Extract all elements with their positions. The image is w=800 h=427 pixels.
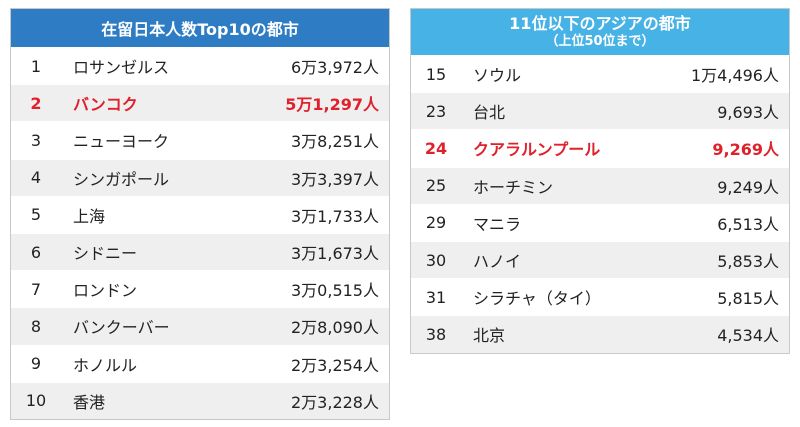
rank: 2 <box>30 93 42 113</box>
rank: 23 <box>425 101 447 121</box>
rank: 10 <box>25 391 47 411</box>
count: 4,534人 <box>717 326 779 346</box>
count: 3万3,397人 <box>291 169 379 189</box>
rank: 7 <box>30 279 42 299</box>
city: 北京 <box>473 326 506 346</box>
table: 11位以下のアジアの都市 （上位50位まで） 15 ソウル 1万4,496人 23 台北 9… <box>410 8 790 354</box>
count: 2万8,090人 <box>291 318 379 338</box>
count: 3万1,673人 <box>291 244 379 264</box>
city: 上海 <box>73 206 106 226</box>
city: クアラルンプール <box>473 140 601 160</box>
rank: 3 <box>30 130 42 150</box>
table-row: 9 ホノルル 2万3,254人 <box>11 344 389 382</box>
count: 9,269人 <box>712 140 779 160</box>
table-row: 6 シドニー 3万1,673人 <box>11 232 389 271</box>
rank: 8 <box>30 316 42 336</box>
table-row: 4 シンガポール 3万3,397人 <box>11 158 389 196</box>
rank: 5 <box>30 205 42 225</box>
count: 3万0,515人 <box>291 281 379 301</box>
table-row: 25 ホーチミン 9,249人 <box>411 166 789 204</box>
rank: 4 <box>30 168 42 188</box>
rank: 15 <box>425 64 447 84</box>
table-row: 8 バンクーバー 2万8,090人 <box>11 307 389 345</box>
city: ホノルル <box>73 355 138 375</box>
table-row: 7 ロンドン 3万0,515人 <box>11 270 389 308</box>
table-row: 5 上海 3万1,733人 <box>11 195 389 233</box>
table-row: 3 ニューヨーク 3万8,251人 <box>11 121 389 159</box>
rank: 25 <box>425 176 447 196</box>
city: ソウル <box>473 66 522 86</box>
city: シラチャ（タイ） <box>473 289 601 309</box>
title: 11位以下のアジアの都市 <box>509 14 691 33</box>
table-row: 1 ロサンゼルス 6万3,972人 <box>11 47 389 85</box>
rank: 31 <box>425 287 447 307</box>
rank: 24 <box>424 138 448 158</box>
table-row: 2 バンコク 5万1,297人 <box>11 84 389 122</box>
rank: 30 <box>425 250 447 270</box>
city: バンコク <box>73 95 138 115</box>
count: 2万3,254人 <box>291 355 379 375</box>
city: シンガポール <box>73 169 170 189</box>
city: 台北 <box>473 103 506 123</box>
title: 在留日本人数Top10の都市 <box>101 20 299 39</box>
city: バンクーバー <box>73 318 170 338</box>
table-row: 10 香港 2万3,228人 <box>11 381 389 419</box>
count: 5,853人 <box>717 252 779 272</box>
count: 3万1,733人 <box>291 206 379 226</box>
table-row: 23 台北 9,693人 <box>411 92 789 130</box>
city: ロンドン <box>73 281 138 301</box>
table-row: 30 ハノイ 5,853人 <box>411 240 789 279</box>
city: ホーチミン <box>473 177 554 197</box>
table-header: 在留日本人数Top10の都市 <box>11 9 389 47</box>
city: ハノイ <box>473 252 522 272</box>
table-row: 31 シラチャ（タイ） 5,815人 <box>411 278 789 316</box>
count: 9,249人 <box>717 177 779 197</box>
rank: 29 <box>425 213 447 233</box>
table-row: 38 北京 4,534人 <box>411 315 789 353</box>
rank: 9 <box>30 354 42 374</box>
subtitle: （上位50位まで） <box>545 34 655 49</box>
city: ロサンゼルス <box>73 58 170 78</box>
table-header: 11位以下のアジアの都市 （上位50位まで） <box>411 9 789 55</box>
count: 3万8,251人 <box>291 132 379 152</box>
rank: 38 <box>425 324 447 344</box>
count: 1万4,496人 <box>691 66 779 86</box>
count: 5万1,297人 <box>285 95 379 115</box>
table: 在留日本人数Top10の都市 1 ロサンゼルス 6万3,972人 2 バンコク 5万1,2… <box>10 8 390 420</box>
count: 5,815人 <box>717 289 779 309</box>
table-row: 24 クアラルンプール 9,269人 <box>411 129 789 167</box>
city: シドニー <box>73 244 138 264</box>
rank: 1 <box>30 56 42 76</box>
count: 2万3,228人 <box>291 392 379 412</box>
count: 6万3,972人 <box>291 58 379 78</box>
table-row: 29 マニラ 6,513人 <box>411 203 789 241</box>
count: 9,693人 <box>717 103 779 123</box>
city: ニューヨーク <box>73 132 170 152</box>
city: 香港 <box>73 392 106 412</box>
rank: 6 <box>30 242 42 262</box>
count: 6,513人 <box>717 214 779 234</box>
table-row: 15 ソウル 1万4,496人 <box>411 55 789 93</box>
city: マニラ <box>473 214 522 234</box>
